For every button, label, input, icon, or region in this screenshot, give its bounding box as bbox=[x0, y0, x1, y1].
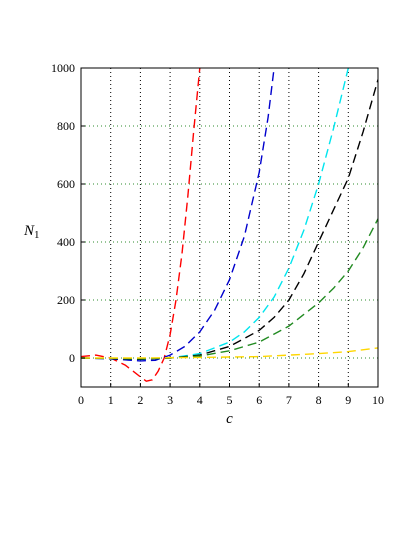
x-tick-label: 8 bbox=[316, 393, 322, 407]
x-tick-label: 3 bbox=[167, 393, 173, 407]
y-tick-label: 0 bbox=[69, 351, 75, 365]
plot-frame bbox=[80, 67, 379, 388]
y-axis-label: N1 bbox=[23, 223, 40, 241]
x-axis-label: c bbox=[226, 411, 233, 427]
x-tick-label: 2 bbox=[137, 393, 143, 407]
x-tick-label: 6 bbox=[256, 393, 262, 407]
series-line bbox=[81, 67, 349, 361]
x-tick-label: 4 bbox=[197, 393, 203, 407]
x-tick-label: 9 bbox=[345, 393, 351, 407]
grid-lines bbox=[80, 67, 379, 387]
series-curves bbox=[81, 67, 378, 382]
y-axis-label-main: N bbox=[23, 223, 35, 239]
y-tick-label: 400 bbox=[57, 235, 75, 249]
axis-ticks: 0 1 2 3 4 5 6 7 8 9 10 0 200 400 600 800 1000 bbox=[51, 61, 384, 407]
series-line bbox=[81, 79, 378, 360]
x-tick-label: 10 bbox=[372, 393, 384, 407]
x-tick-label: 5 bbox=[227, 393, 233, 407]
y-axis-label-subscript: 1 bbox=[34, 229, 40, 241]
y-tick-label: 800 bbox=[57, 119, 75, 133]
series-line bbox=[81, 67, 275, 362]
series-line bbox=[81, 67, 201, 382]
y-tick-label: 600 bbox=[57, 177, 75, 191]
y-tick-label: 200 bbox=[57, 293, 75, 307]
x-tick-label: 1 bbox=[108, 393, 114, 407]
x-tick-label: 7 bbox=[286, 393, 292, 407]
y-tick-label: 1000 bbox=[51, 61, 75, 75]
x-tick-label: 0 bbox=[78, 393, 84, 407]
